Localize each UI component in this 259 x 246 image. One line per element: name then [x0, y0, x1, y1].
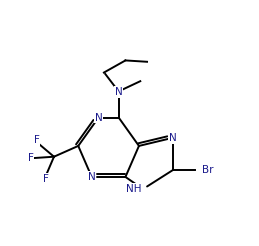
Text: F: F	[43, 174, 49, 184]
Text: F: F	[27, 153, 33, 163]
Text: N: N	[95, 113, 102, 123]
Text: NH: NH	[126, 184, 142, 194]
Text: N: N	[88, 172, 96, 182]
Text: Br: Br	[202, 165, 213, 175]
Text: F: F	[33, 135, 39, 145]
Text: N: N	[169, 133, 177, 143]
Text: N: N	[115, 87, 123, 97]
